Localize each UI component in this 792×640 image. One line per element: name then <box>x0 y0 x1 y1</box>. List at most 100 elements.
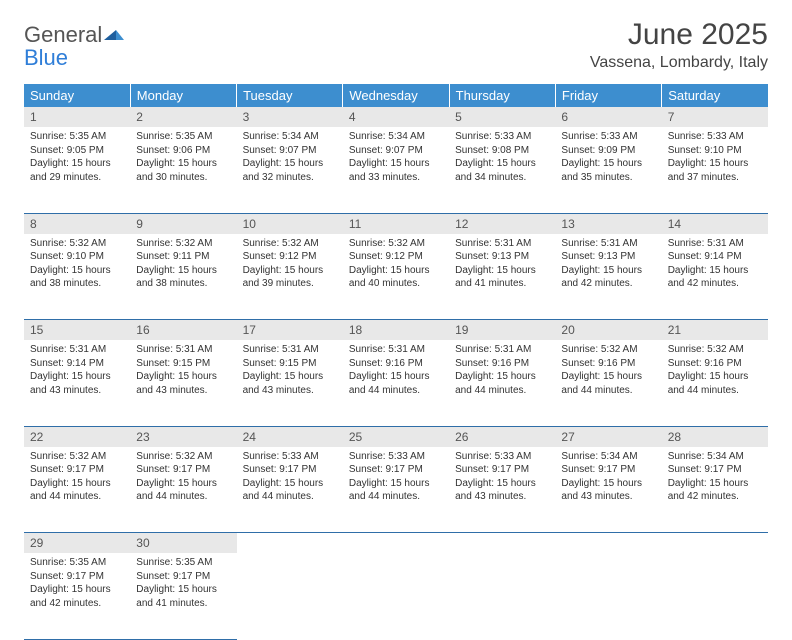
day-detail: Sunrise: 5:32 AMSunset: 9:10 PMDaylight:… <box>24 234 130 297</box>
day-number: 6 <box>555 107 661 127</box>
month-title: June 2025 <box>590 18 768 52</box>
day-number: 30 <box>130 533 236 554</box>
day-cell: Sunrise: 5:34 AMSunset: 9:17 PMDaylight:… <box>555 447 661 533</box>
day-number: 1 <box>24 107 130 127</box>
day-detail: Sunrise: 5:33 AMSunset: 9:10 PMDaylight:… <box>662 127 768 190</box>
day-detail: Sunrise: 5:31 AMSunset: 9:16 PMDaylight:… <box>343 340 449 403</box>
day-number: 9 <box>130 213 236 234</box>
day-number: 28 <box>662 426 768 447</box>
day-number: 2 <box>130 107 236 127</box>
day-number: 23 <box>130 426 236 447</box>
day-detail: Sunrise: 5:32 AMSunset: 9:12 PMDaylight:… <box>237 234 343 297</box>
day-number: 11 <box>343 213 449 234</box>
day-cell: Sunrise: 5:35 AMSunset: 9:17 PMDaylight:… <box>24 553 130 639</box>
day-detail: Sunrise: 5:33 AMSunset: 9:17 PMDaylight:… <box>343 447 449 510</box>
day-header: Saturday <box>662 84 768 107</box>
day-number: 24 <box>237 426 343 447</box>
day-number: 27 <box>555 426 661 447</box>
day-cell: Sunrise: 5:33 AMSunset: 9:17 PMDaylight:… <box>237 447 343 533</box>
page-header: General Blue June 2025 Vassena, Lombardy… <box>0 0 792 78</box>
day-number: 7 <box>662 107 768 127</box>
day-cell: Sunrise: 5:32 AMSunset: 9:16 PMDaylight:… <box>662 340 768 426</box>
day-header: Wednesday <box>343 84 449 107</box>
week-row: Sunrise: 5:35 AMSunset: 9:17 PMDaylight:… <box>24 553 768 639</box>
logo-sub: Blue <box>24 45 68 70</box>
day-detail: Sunrise: 5:34 AMSunset: 9:17 PMDaylight:… <box>555 447 661 510</box>
day-detail: Sunrise: 5:31 AMSunset: 9:14 PMDaylight:… <box>24 340 130 403</box>
logo: General Blue <box>24 24 124 70</box>
day-detail: Sunrise: 5:31 AMSunset: 9:15 PMDaylight:… <box>237 340 343 403</box>
day-header: Friday <box>555 84 661 107</box>
day-number: 10 <box>237 213 343 234</box>
day-number <box>343 533 449 554</box>
day-number <box>662 533 768 554</box>
day-cell: Sunrise: 5:33 AMSunset: 9:09 PMDaylight:… <box>555 127 661 213</box>
day-cell: Sunrise: 5:32 AMSunset: 9:12 PMDaylight:… <box>343 234 449 320</box>
day-header: Sunday <box>24 84 130 107</box>
day-cell <box>343 553 449 639</box>
day-detail: Sunrise: 5:32 AMSunset: 9:17 PMDaylight:… <box>24 447 130 510</box>
day-cell: Sunrise: 5:31 AMSunset: 9:14 PMDaylight:… <box>24 340 130 426</box>
day-number: 5 <box>449 107 555 127</box>
day-cell <box>662 553 768 639</box>
day-detail: Sunrise: 5:35 AMSunset: 9:05 PMDaylight:… <box>24 127 130 190</box>
day-number <box>555 533 661 554</box>
day-header-row: SundayMondayTuesdayWednesdayThursdayFrid… <box>24 84 768 107</box>
day-number: 4 <box>343 107 449 127</box>
day-cell: Sunrise: 5:33 AMSunset: 9:10 PMDaylight:… <box>662 127 768 213</box>
day-number: 14 <box>662 213 768 234</box>
day-detail: Sunrise: 5:31 AMSunset: 9:13 PMDaylight:… <box>555 234 661 297</box>
day-cell: Sunrise: 5:31 AMSunset: 9:16 PMDaylight:… <box>343 340 449 426</box>
day-cell: Sunrise: 5:32 AMSunset: 9:16 PMDaylight:… <box>555 340 661 426</box>
day-detail: Sunrise: 5:31 AMSunset: 9:13 PMDaylight:… <box>449 234 555 297</box>
day-number: 12 <box>449 213 555 234</box>
day-header: Tuesday <box>237 84 343 107</box>
day-cell: Sunrise: 5:32 AMSunset: 9:12 PMDaylight:… <box>237 234 343 320</box>
week-row: Sunrise: 5:32 AMSunset: 9:10 PMDaylight:… <box>24 234 768 320</box>
day-number <box>237 533 343 554</box>
day-header: Monday <box>130 84 236 107</box>
daynum-row: 2930 <box>24 533 768 554</box>
day-cell: Sunrise: 5:33 AMSunset: 9:17 PMDaylight:… <box>449 447 555 533</box>
day-number: 16 <box>130 320 236 341</box>
day-cell: Sunrise: 5:35 AMSunset: 9:06 PMDaylight:… <box>130 127 236 213</box>
day-cell <box>237 553 343 639</box>
day-number: 13 <box>555 213 661 234</box>
day-cell <box>555 553 661 639</box>
day-detail: Sunrise: 5:33 AMSunset: 9:17 PMDaylight:… <box>237 447 343 510</box>
logo-mark-icon <box>104 24 124 45</box>
week-row: Sunrise: 5:35 AMSunset: 9:05 PMDaylight:… <box>24 127 768 213</box>
day-cell: Sunrise: 5:35 AMSunset: 9:05 PMDaylight:… <box>24 127 130 213</box>
day-detail: Sunrise: 5:32 AMSunset: 9:17 PMDaylight:… <box>130 447 236 510</box>
day-number: 20 <box>555 320 661 341</box>
day-number: 17 <box>237 320 343 341</box>
day-cell: Sunrise: 5:31 AMSunset: 9:15 PMDaylight:… <box>237 340 343 426</box>
day-detail: Sunrise: 5:31 AMSunset: 9:14 PMDaylight:… <box>662 234 768 297</box>
location: Vassena, Lombardy, Italy <box>590 54 768 72</box>
daynum-row: 15161718192021 <box>24 320 768 341</box>
day-number: 25 <box>343 426 449 447</box>
day-cell: Sunrise: 5:31 AMSunset: 9:15 PMDaylight:… <box>130 340 236 426</box>
day-detail: Sunrise: 5:35 AMSunset: 9:06 PMDaylight:… <box>130 127 236 190</box>
day-cell: Sunrise: 5:31 AMSunset: 9:13 PMDaylight:… <box>449 234 555 320</box>
day-number: 22 <box>24 426 130 447</box>
day-detail: Sunrise: 5:34 AMSunset: 9:07 PMDaylight:… <box>343 127 449 190</box>
day-detail: Sunrise: 5:33 AMSunset: 9:17 PMDaylight:… <box>449 447 555 510</box>
day-detail: Sunrise: 5:33 AMSunset: 9:09 PMDaylight:… <box>555 127 661 190</box>
day-number: 21 <box>662 320 768 341</box>
calendar-body: 1234567Sunrise: 5:35 AMSunset: 9:05 PMDa… <box>24 107 768 639</box>
daynum-row: 1234567 <box>24 107 768 127</box>
day-detail: Sunrise: 5:32 AMSunset: 9:16 PMDaylight:… <box>662 340 768 403</box>
day-number: 29 <box>24 533 130 554</box>
day-cell: Sunrise: 5:34 AMSunset: 9:07 PMDaylight:… <box>237 127 343 213</box>
day-detail: Sunrise: 5:35 AMSunset: 9:17 PMDaylight:… <box>130 553 236 616</box>
day-detail: Sunrise: 5:32 AMSunset: 9:12 PMDaylight:… <box>343 234 449 297</box>
day-number <box>449 533 555 554</box>
week-row: Sunrise: 5:31 AMSunset: 9:14 PMDaylight:… <box>24 340 768 426</box>
day-cell: Sunrise: 5:32 AMSunset: 9:11 PMDaylight:… <box>130 234 236 320</box>
week-row: Sunrise: 5:32 AMSunset: 9:17 PMDaylight:… <box>24 447 768 533</box>
title-block: June 2025 Vassena, Lombardy, Italy <box>590 18 768 72</box>
day-cell: Sunrise: 5:31 AMSunset: 9:13 PMDaylight:… <box>555 234 661 320</box>
day-detail: Sunrise: 5:31 AMSunset: 9:16 PMDaylight:… <box>449 340 555 403</box>
day-detail: Sunrise: 5:34 AMSunset: 9:07 PMDaylight:… <box>237 127 343 190</box>
